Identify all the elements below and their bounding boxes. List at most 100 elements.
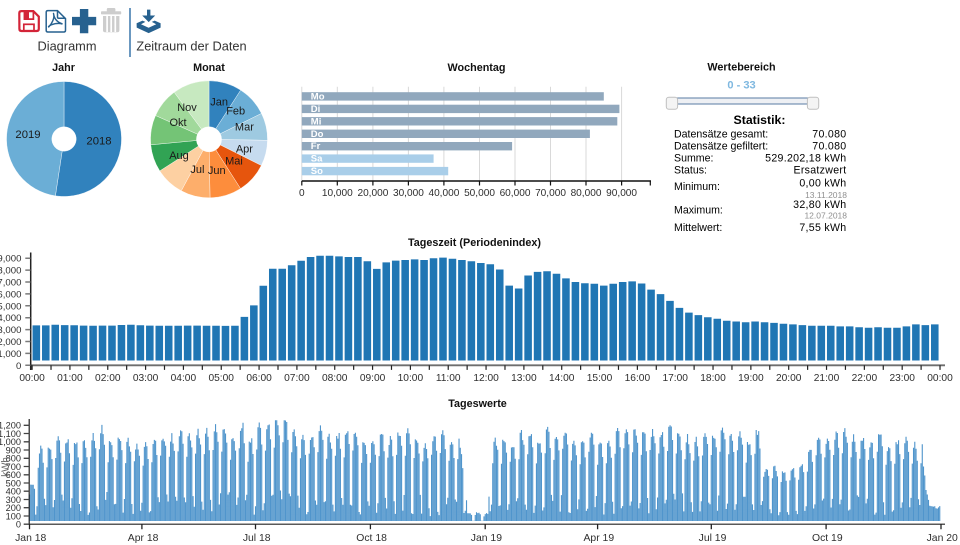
svg-text:Jun: Jun bbox=[208, 165, 226, 177]
svg-text:Minimum:: Minimum: bbox=[674, 181, 720, 193]
svg-text:7,000: 7,000 bbox=[0, 278, 21, 289]
svg-text:15:00: 15:00 bbox=[587, 373, 613, 384]
svg-text:Aug: Aug bbox=[169, 150, 189, 162]
svg-text:Jan 20: Jan 20 bbox=[927, 533, 958, 544]
svg-text:Jahr: Jahr bbox=[52, 62, 76, 74]
svg-text:03:00: 03:00 bbox=[133, 373, 159, 384]
svg-text:7,55 kWh: 7,55 kWh bbox=[799, 222, 846, 234]
svg-text:40,000: 40,000 bbox=[428, 188, 459, 199]
svg-text:70.080: 70.080 bbox=[812, 128, 846, 140]
svg-text:700: 700 bbox=[6, 462, 21, 472]
svg-text:300: 300 bbox=[6, 495, 21, 505]
svg-text:Wochentag: Wochentag bbox=[448, 62, 506, 74]
svg-text:400: 400 bbox=[6, 487, 21, 497]
svg-text:Mai: Mai bbox=[225, 155, 243, 167]
svg-text:So: So bbox=[311, 166, 323, 177]
svg-text:04:00: 04:00 bbox=[171, 373, 197, 384]
svg-text:Apr: Apr bbox=[236, 143, 253, 155]
svg-text:8,000: 8,000 bbox=[0, 266, 21, 277]
svg-text:20,000: 20,000 bbox=[357, 188, 388, 199]
svg-text:01:00: 01:00 bbox=[57, 373, 83, 384]
svg-text:Mo: Mo bbox=[311, 91, 325, 102]
svg-text:Wertebereich: Wertebereich bbox=[707, 62, 775, 74]
svg-text:0,00 kWh: 0,00 kWh bbox=[799, 178, 846, 190]
svg-text:Statistik:: Statistik: bbox=[734, 113, 786, 127]
svg-text:1,000: 1,000 bbox=[0, 437, 21, 447]
svg-text:Jul 19: Jul 19 bbox=[699, 533, 727, 544]
svg-text:Status:: Status: bbox=[674, 164, 707, 176]
svg-text:Ersatzwert: Ersatzwert bbox=[793, 164, 846, 176]
svg-text:60,000: 60,000 bbox=[500, 188, 531, 199]
svg-text:500: 500 bbox=[6, 478, 21, 488]
svg-text:Jul: Jul bbox=[190, 164, 204, 176]
svg-text:13.11.2018: 13.11.2018 bbox=[805, 190, 847, 200]
svg-text:2018: 2018 bbox=[86, 135, 111, 147]
svg-text:600: 600 bbox=[6, 470, 21, 480]
svg-text:Sa: Sa bbox=[311, 154, 323, 165]
svg-text:Zeitraum der Daten: Zeitraum der Daten bbox=[136, 39, 246, 54]
svg-text:Jan: Jan bbox=[210, 96, 228, 108]
svg-text:Feb: Feb bbox=[226, 106, 245, 118]
svg-text:19:00: 19:00 bbox=[738, 373, 764, 384]
svg-text:1,100: 1,100 bbox=[0, 429, 21, 439]
svg-text:0: 0 bbox=[16, 361, 21, 372]
svg-text:08:00: 08:00 bbox=[322, 373, 348, 384]
svg-text:Monat: Monat bbox=[193, 62, 225, 74]
svg-text:Do: Do bbox=[311, 129, 324, 140]
svg-text:Summe:: Summe: bbox=[674, 152, 713, 164]
svg-text:23:00: 23:00 bbox=[889, 373, 915, 384]
svg-text:80,000: 80,000 bbox=[571, 188, 602, 199]
svg-text:Mar: Mar bbox=[235, 122, 254, 134]
svg-text:12.07.2018: 12.07.2018 bbox=[804, 210, 847, 220]
svg-text:11:00: 11:00 bbox=[436, 373, 461, 384]
svg-text:14:00: 14:00 bbox=[549, 373, 575, 384]
svg-text:Diagramm: Diagramm bbox=[37, 39, 96, 54]
svg-text:Maximum:: Maximum: bbox=[674, 204, 723, 216]
svg-text:70.080: 70.080 bbox=[812, 140, 846, 152]
svg-text:0 - 33: 0 - 33 bbox=[727, 80, 755, 92]
svg-text:800: 800 bbox=[6, 454, 21, 464]
svg-text:529.202,18 kWh: 529.202,18 kWh bbox=[765, 152, 846, 164]
svg-text:100: 100 bbox=[6, 511, 21, 521]
svg-text:Datensätze gesamt:: Datensätze gesamt: bbox=[674, 128, 768, 140]
svg-text:Oct 19: Oct 19 bbox=[812, 533, 843, 544]
svg-text:30,000: 30,000 bbox=[393, 188, 424, 199]
svg-text:06:00: 06:00 bbox=[246, 373, 272, 384]
svg-text:Apr 18: Apr 18 bbox=[128, 533, 159, 544]
svg-text:70,000: 70,000 bbox=[535, 188, 566, 199]
svg-text:21:00: 21:00 bbox=[814, 373, 840, 384]
svg-text:Oct 18: Oct 18 bbox=[356, 533, 387, 544]
svg-text:Mittelwert:: Mittelwert: bbox=[674, 222, 722, 234]
svg-text:1,000: 1,000 bbox=[0, 349, 21, 360]
svg-text:05:00: 05:00 bbox=[208, 373, 234, 384]
svg-text:16:00: 16:00 bbox=[625, 373, 651, 384]
svg-text:1,200: 1,200 bbox=[0, 421, 21, 431]
svg-text:00:00: 00:00 bbox=[19, 373, 45, 384]
svg-text:07:00: 07:00 bbox=[284, 373, 310, 384]
svg-text:13:00: 13:00 bbox=[511, 373, 537, 384]
svg-text:Fr: Fr bbox=[311, 141, 321, 152]
svg-text:22:00: 22:00 bbox=[852, 373, 878, 384]
svg-text:2,000: 2,000 bbox=[0, 337, 21, 348]
svg-text:2019: 2019 bbox=[15, 129, 40, 141]
svg-text:90,000: 90,000 bbox=[606, 188, 637, 199]
svg-text:Mi: Mi bbox=[311, 116, 322, 127]
svg-text:10:00: 10:00 bbox=[398, 373, 424, 384]
svg-text:Jul 18: Jul 18 bbox=[243, 533, 271, 544]
svg-text:Tageswerte: Tageswerte bbox=[448, 398, 507, 410]
svg-text:Apr 19: Apr 19 bbox=[583, 533, 614, 544]
svg-text:18:00: 18:00 bbox=[700, 373, 726, 384]
svg-text:200: 200 bbox=[6, 503, 21, 513]
svg-text:50,000: 50,000 bbox=[464, 188, 495, 199]
svg-text:900: 900 bbox=[6, 445, 21, 455]
svg-text:09:00: 09:00 bbox=[360, 373, 386, 384]
svg-text:5,000: 5,000 bbox=[0, 301, 21, 312]
svg-text:00:00: 00:00 bbox=[927, 373, 953, 384]
svg-text:3,000: 3,000 bbox=[0, 325, 21, 336]
svg-text:9,000: 9,000 bbox=[0, 254, 21, 265]
svg-text:Jan 19: Jan 19 bbox=[471, 533, 502, 544]
svg-text:0: 0 bbox=[16, 520, 21, 530]
svg-text:Datensätze gefiltert:: Datensätze gefiltert: bbox=[674, 140, 768, 152]
svg-text:20:00: 20:00 bbox=[776, 373, 802, 384]
svg-text:Tageszeit (Periodenindex): Tageszeit (Periodenindex) bbox=[408, 237, 541, 249]
